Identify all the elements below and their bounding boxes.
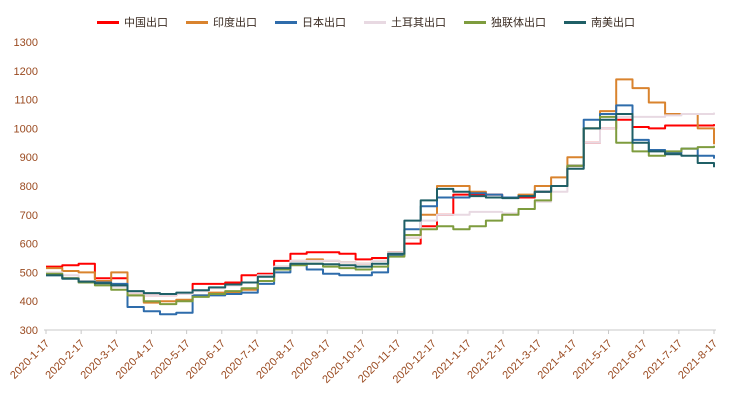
legend-swatch-icon [464, 20, 486, 24]
legend-swatch-icon [275, 20, 297, 24]
legend-label: 中国出口 [124, 17, 168, 29]
legend-label: 南美出口 [591, 17, 635, 29]
series-line-印度出口 [46, 78, 715, 304]
legend-item-独联体出口: 独联体出口 [464, 14, 546, 30]
y-axis-tick-label: 300 [20, 325, 38, 337]
chart-legend: 中国出口 印度出口 日本出口 土耳其出口 独联体出口 南美出口 [0, 14, 732, 30]
y-axis-tick-label: 1100 [14, 95, 38, 107]
legend-label: 独联体出口 [491, 17, 546, 29]
y-axis-tick-label: 1200 [14, 66, 38, 78]
legend-label: 土耳其出口 [391, 17, 446, 29]
y-axis-tick-label: 1300 [14, 37, 38, 49]
legend-swatch-icon [564, 20, 586, 24]
legend-item-南美出口: 南美出口 [564, 14, 635, 30]
legend-label: 日本出口 [302, 17, 346, 29]
legend-swatch-icon [186, 20, 208, 24]
legend-swatch-icon [97, 20, 119, 24]
y-axis-tick-label: 500 [20, 267, 38, 279]
y-axis-tick-label: 600 [20, 239, 38, 251]
series-line-独联体出口 [46, 115, 715, 306]
legend-item-印度出口: 印度出口 [186, 14, 257, 30]
series-line-南美出口 [46, 113, 715, 295]
y-axis-tick-label: 700 [20, 210, 38, 222]
y-axis-tick-label: 900 [20, 152, 38, 164]
legend-item-日本出口: 日本出口 [275, 14, 346, 30]
legend-item-中国出口: 中国出口 [97, 14, 168, 30]
series-line-中国出口 [46, 118, 715, 297]
y-axis-tick-label: 800 [20, 181, 38, 193]
legend-label: 印度出口 [213, 17, 257, 29]
y-axis-tick-label: 1000 [14, 123, 38, 135]
series-line-日本出口 [46, 104, 715, 316]
series-line-土耳其出口 [46, 112, 715, 297]
y-axis-tick-label: 400 [20, 296, 38, 308]
legend-item-土耳其出口: 土耳其出口 [364, 14, 446, 30]
legend-swatch-icon [364, 20, 386, 24]
